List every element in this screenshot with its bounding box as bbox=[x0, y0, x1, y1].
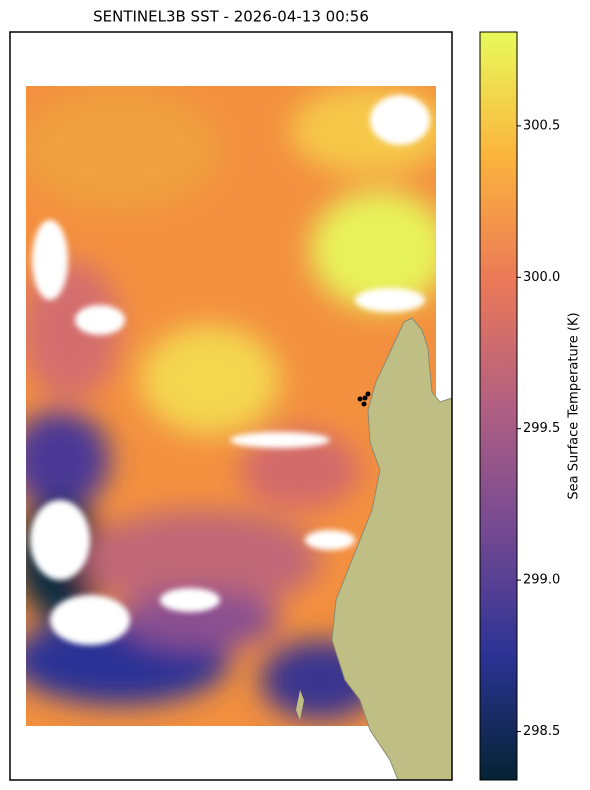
colorbar-tick-label: 298.5 bbox=[523, 724, 560, 739]
sst-field bbox=[26, 86, 436, 726]
colorbar-tick-label: 300.5 bbox=[523, 118, 560, 133]
island bbox=[296, 690, 304, 720]
colorbar-tick-label: 299.5 bbox=[523, 421, 560, 436]
map-frame bbox=[9, 31, 453, 781]
colorbar-tick-label: 299.0 bbox=[523, 573, 560, 588]
colorbar-tick-label: 300.0 bbox=[523, 270, 560, 285]
stations bbox=[357, 391, 371, 407]
land bbox=[331, 317, 453, 781]
title: SENTINEL3B SST - 2026-04-13 00:56 bbox=[93, 8, 369, 26]
colorbar bbox=[479, 31, 518, 781]
colorbar-label: Sea Surface Temperature (K) bbox=[567, 312, 582, 499]
